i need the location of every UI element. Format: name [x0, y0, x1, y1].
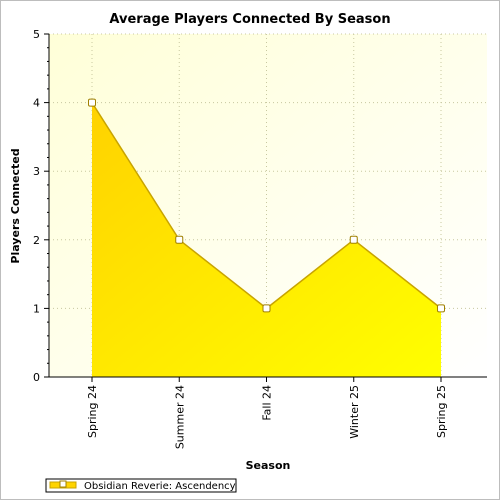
data-point-0 [88, 98, 96, 107]
data-point-1 [175, 235, 184, 244]
y-tick-label: 5 [33, 28, 40, 41]
tick-labels: 0 1 2 3 4 5 Spring 24 Summer 24 Fall 24 Winter 25… [33, 28, 448, 449]
data-point-2 [262, 304, 271, 313]
data-point-3 [349, 235, 358, 244]
legend-label: Obsidian Reverie: Ascendency [84, 481, 236, 492]
x-axis-label: Season [246, 459, 291, 472]
axes [44, 33, 487, 382]
chart-title: Average Players Connected By Season [109, 12, 390, 27]
x-tick-label: Spring 24 [86, 385, 99, 438]
x-tick-label: Winter 25 [348, 385, 361, 439]
y-tick-label: 1 [33, 302, 40, 315]
legend-marker [59, 480, 67, 488]
x-tick-label: Spring 25 [435, 385, 448, 438]
x-tick-label: Fall 24 [261, 385, 274, 421]
y-tick-label: 0 [33, 371, 40, 384]
point-markers [88, 98, 445, 313]
y-tick-label: 2 [33, 234, 40, 247]
y-axis-label: Players Connected [9, 148, 22, 263]
data-point-4 [437, 304, 445, 313]
area-fill [92, 102, 441, 377]
x-tick-label: Summer 24 [173, 385, 186, 449]
y-tick-label: 4 [33, 97, 40, 110]
legend: Obsidian Reverie: Ascendency [45, 478, 237, 493]
y-tick-label: 3 [33, 165, 40, 178]
legend-box [45, 478, 237, 493]
